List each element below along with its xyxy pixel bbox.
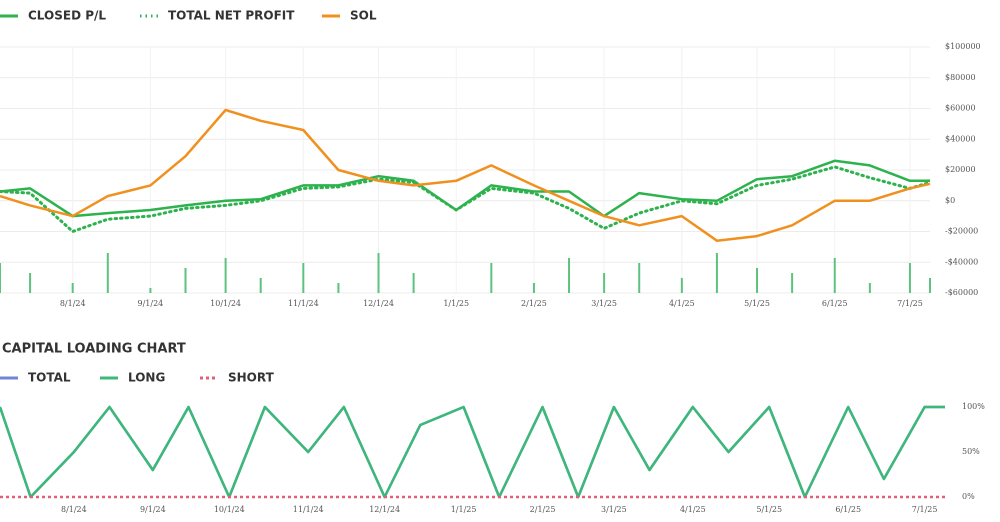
bar (568, 258, 571, 293)
x-tick-label: 3/1/25 (601, 505, 627, 514)
legend-label: TOTAL (28, 371, 71, 385)
bar (302, 263, 305, 293)
legend-label: LONG (128, 371, 165, 385)
bar (603, 273, 606, 293)
y-tick-label: -$20000 (945, 227, 978, 236)
bar (184, 268, 187, 293)
bar (638, 263, 641, 293)
y-tick-label: $20000 (945, 165, 976, 174)
legend-label: SHORT (228, 371, 275, 385)
x-tick-label: 9/1/24 (140, 505, 166, 514)
x-tick-label: 10/1/24 (214, 505, 245, 514)
bar (756, 268, 759, 293)
chart-title: CAPITAL LOADING CHART (2, 342, 186, 357)
x-tick-label: 2/1/25 (530, 505, 556, 514)
x-tick-label: 9/1/24 (138, 299, 164, 308)
legend-label: SOL (350, 9, 377, 23)
bar (377, 253, 380, 293)
bar (715, 253, 718, 293)
y-tick-label: 50% (962, 447, 980, 456)
x-tick-label: 8/1/24 (61, 505, 87, 514)
x-tick-label: 4/1/25 (680, 505, 706, 514)
bar (224, 258, 227, 293)
bar (0, 263, 1, 293)
x-tick-label: 11/1/24 (293, 505, 324, 514)
x-tick-label: 6/1/25 (822, 299, 848, 308)
x-tick-label: 4/1/25 (669, 299, 695, 308)
y-tick-label: $0 (945, 196, 955, 205)
y-tick-label: 0% (962, 492, 975, 501)
bar (791, 273, 794, 293)
x-tick-label: 1/1/25 (443, 299, 469, 308)
x-tick-label: 12/1/24 (363, 299, 394, 308)
bar (259, 278, 262, 293)
series-line (0, 108, 931, 242)
x-tick-label: 6/1/25 (835, 505, 861, 514)
bar (833, 258, 836, 293)
bar (412, 273, 415, 293)
bar (532, 283, 535, 293)
x-tick-label: 5/1/25 (744, 299, 770, 308)
y-tick-label: $80000 (945, 73, 976, 82)
x-tick-label: 1/1/25 (451, 505, 477, 514)
bar (71, 283, 74, 293)
bar (908, 263, 911, 293)
x-tick-label: 8/1/24 (60, 299, 86, 308)
x-tick-label: 5/1/25 (756, 505, 782, 514)
series-line (0, 165, 932, 233)
bar (929, 278, 931, 293)
y-tick-label: $100000 (945, 42, 981, 51)
x-tick-label: 7/1/25 (912, 505, 938, 514)
x-tick-label: 12/1/24 (369, 505, 400, 514)
legend-label: TOTAL NET PROFIT (168, 9, 295, 23)
bar (680, 278, 683, 293)
bar (149, 288, 152, 293)
bar (106, 253, 109, 293)
bar (868, 283, 871, 293)
x-tick-label: 7/1/25 (897, 299, 923, 308)
y-tick-label: -$60000 (945, 288, 978, 297)
bar (490, 263, 493, 293)
x-tick-label: 11/1/24 (288, 299, 319, 308)
bar (337, 283, 340, 293)
legend-label: CLOSED P/L (28, 9, 106, 23)
x-tick-label: 3/1/25 (591, 299, 617, 308)
y-tick-label: $40000 (945, 134, 976, 143)
y-tick-label: $60000 (945, 104, 976, 113)
x-tick-label: 10/1/24 (210, 299, 241, 308)
series-line (0, 405, 945, 499)
y-tick-label: 100% (962, 402, 985, 411)
x-tick-label: 2/1/25 (521, 299, 547, 308)
y-tick-label: -$40000 (945, 257, 978, 266)
bar (29, 273, 32, 293)
